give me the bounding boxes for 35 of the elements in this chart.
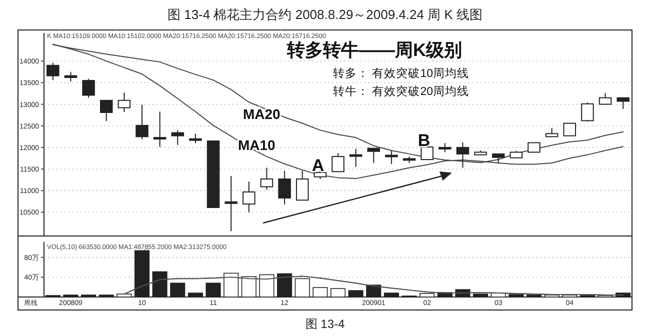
candlestick [598,92,612,105]
candlestick [296,170,309,201]
candlestick [82,78,95,98]
candlestick [260,167,274,190]
candlestick [278,170,291,205]
candlestick [581,102,594,122]
annotation: 转多转牛——周K级别 [286,40,462,60]
candlestick [46,62,60,81]
candlestick [367,148,380,164]
candlestick [438,142,452,153]
candlestick [616,97,630,110]
candlestick [528,142,540,153]
candlestick [153,111,166,148]
candlestick [456,142,470,168]
candlestick [189,133,202,144]
chart-title: 图 13-4 棉花主力合约 2008.8.29～2009.4.24 周 K 线图 [167,7,483,22]
candlestick [100,100,113,122]
candlestick [171,130,184,146]
annotation: A [312,156,324,175]
candlestick [385,150,398,164]
series-label: MA20 [243,106,281,122]
candlestick [118,92,131,113]
candlestick [224,175,238,232]
candlestick [420,146,434,160]
candlestick [136,104,148,140]
candlestick [492,153,505,164]
candlestick [64,71,78,82]
candlestick [332,152,344,172]
caption: 图 13-4 [305,317,345,331]
annotation: B [418,131,430,150]
candlestick [242,181,256,213]
annotation: 转牛： 有效突破20周均线 [333,84,469,98]
candlestick [349,148,362,168]
candlestick [563,122,576,136]
annotation: 转多： 有效突破10周均线 [333,66,469,80]
